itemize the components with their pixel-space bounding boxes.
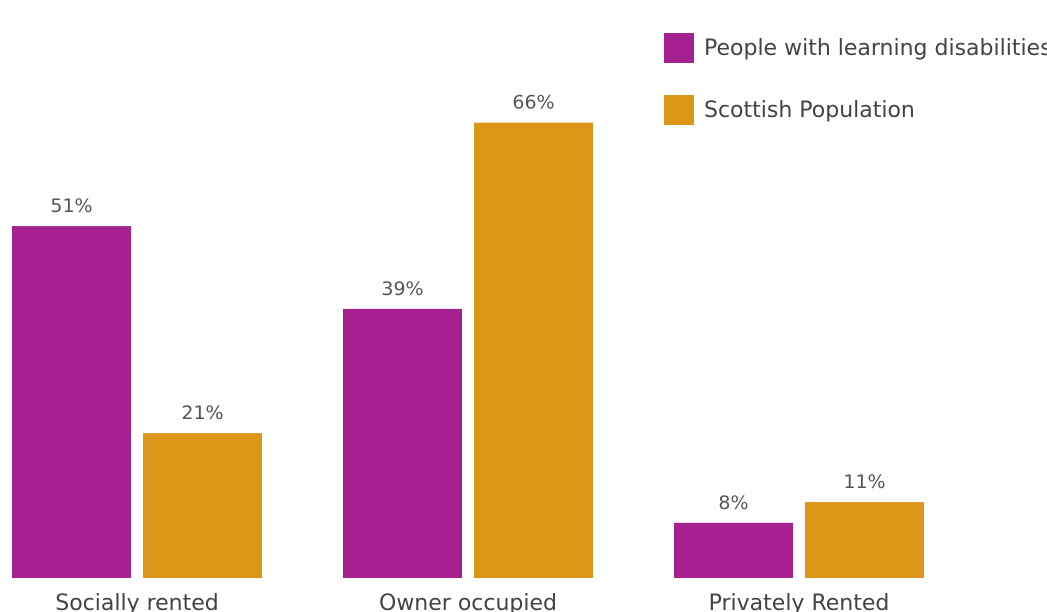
legend-swatch bbox=[664, 33, 694, 63]
category-label-group: Socially rented Owner occupied Privately R… bbox=[55, 591, 889, 612]
bar-learning-disabilities-1 bbox=[12, 226, 131, 578]
legend-swatch bbox=[664, 95, 694, 125]
legend-label: Scottish Population bbox=[704, 98, 915, 123]
legend-label: People with learning disabilities bbox=[704, 36, 1047, 61]
value-label: 66% bbox=[512, 92, 554, 114]
value-label: 21% bbox=[181, 402, 223, 424]
bar-scottish-population-2 bbox=[474, 122, 593, 578]
value-label: 8% bbox=[718, 492, 748, 514]
bar-scottish-population-3 bbox=[805, 502, 924, 578]
category-label: Owner occupied bbox=[379, 591, 557, 612]
value-label: 11% bbox=[843, 471, 885, 493]
category-label: Socially rented bbox=[55, 591, 219, 612]
value-label: 51% bbox=[50, 195, 92, 217]
bar-learning-disabilities-3 bbox=[674, 522, 793, 578]
value-label: 39% bbox=[381, 278, 423, 300]
bar-group bbox=[12, 122, 924, 578]
category-label: Privately Rented bbox=[709, 591, 890, 612]
bar-scottish-population-1 bbox=[143, 433, 262, 578]
legend: People with learning disabilities Scottis… bbox=[664, 33, 1047, 125]
bar-learning-disabilities-2 bbox=[343, 308, 462, 578]
value-label-group: 51% 21% 39% 66% 8% 11% bbox=[50, 92, 885, 514]
